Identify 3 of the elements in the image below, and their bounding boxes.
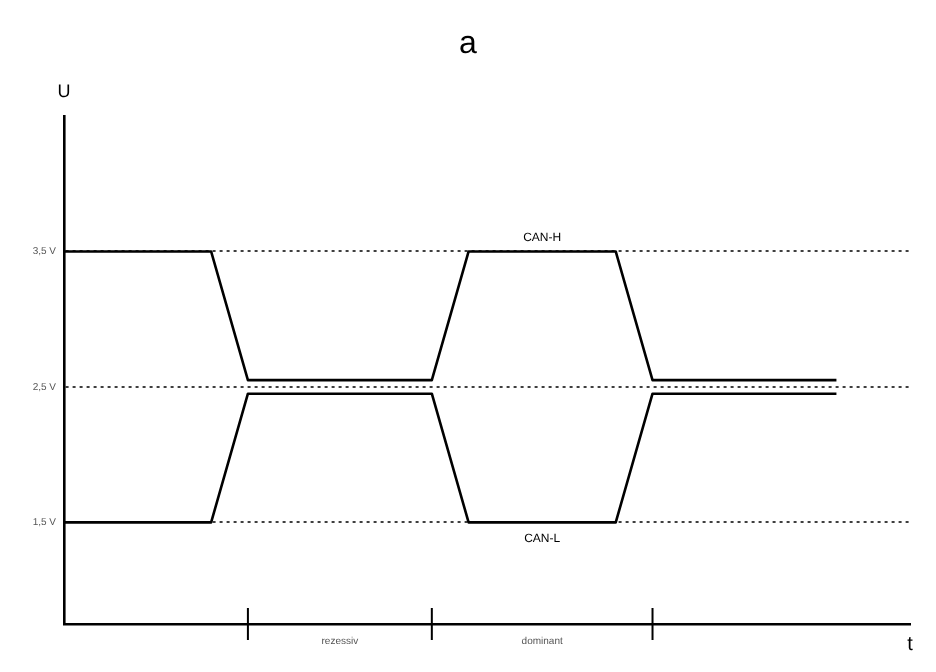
chart-title: a — [459, 26, 478, 61]
y-axis-title: U — [57, 80, 71, 101]
x-axis-title: t — [907, 633, 914, 656]
